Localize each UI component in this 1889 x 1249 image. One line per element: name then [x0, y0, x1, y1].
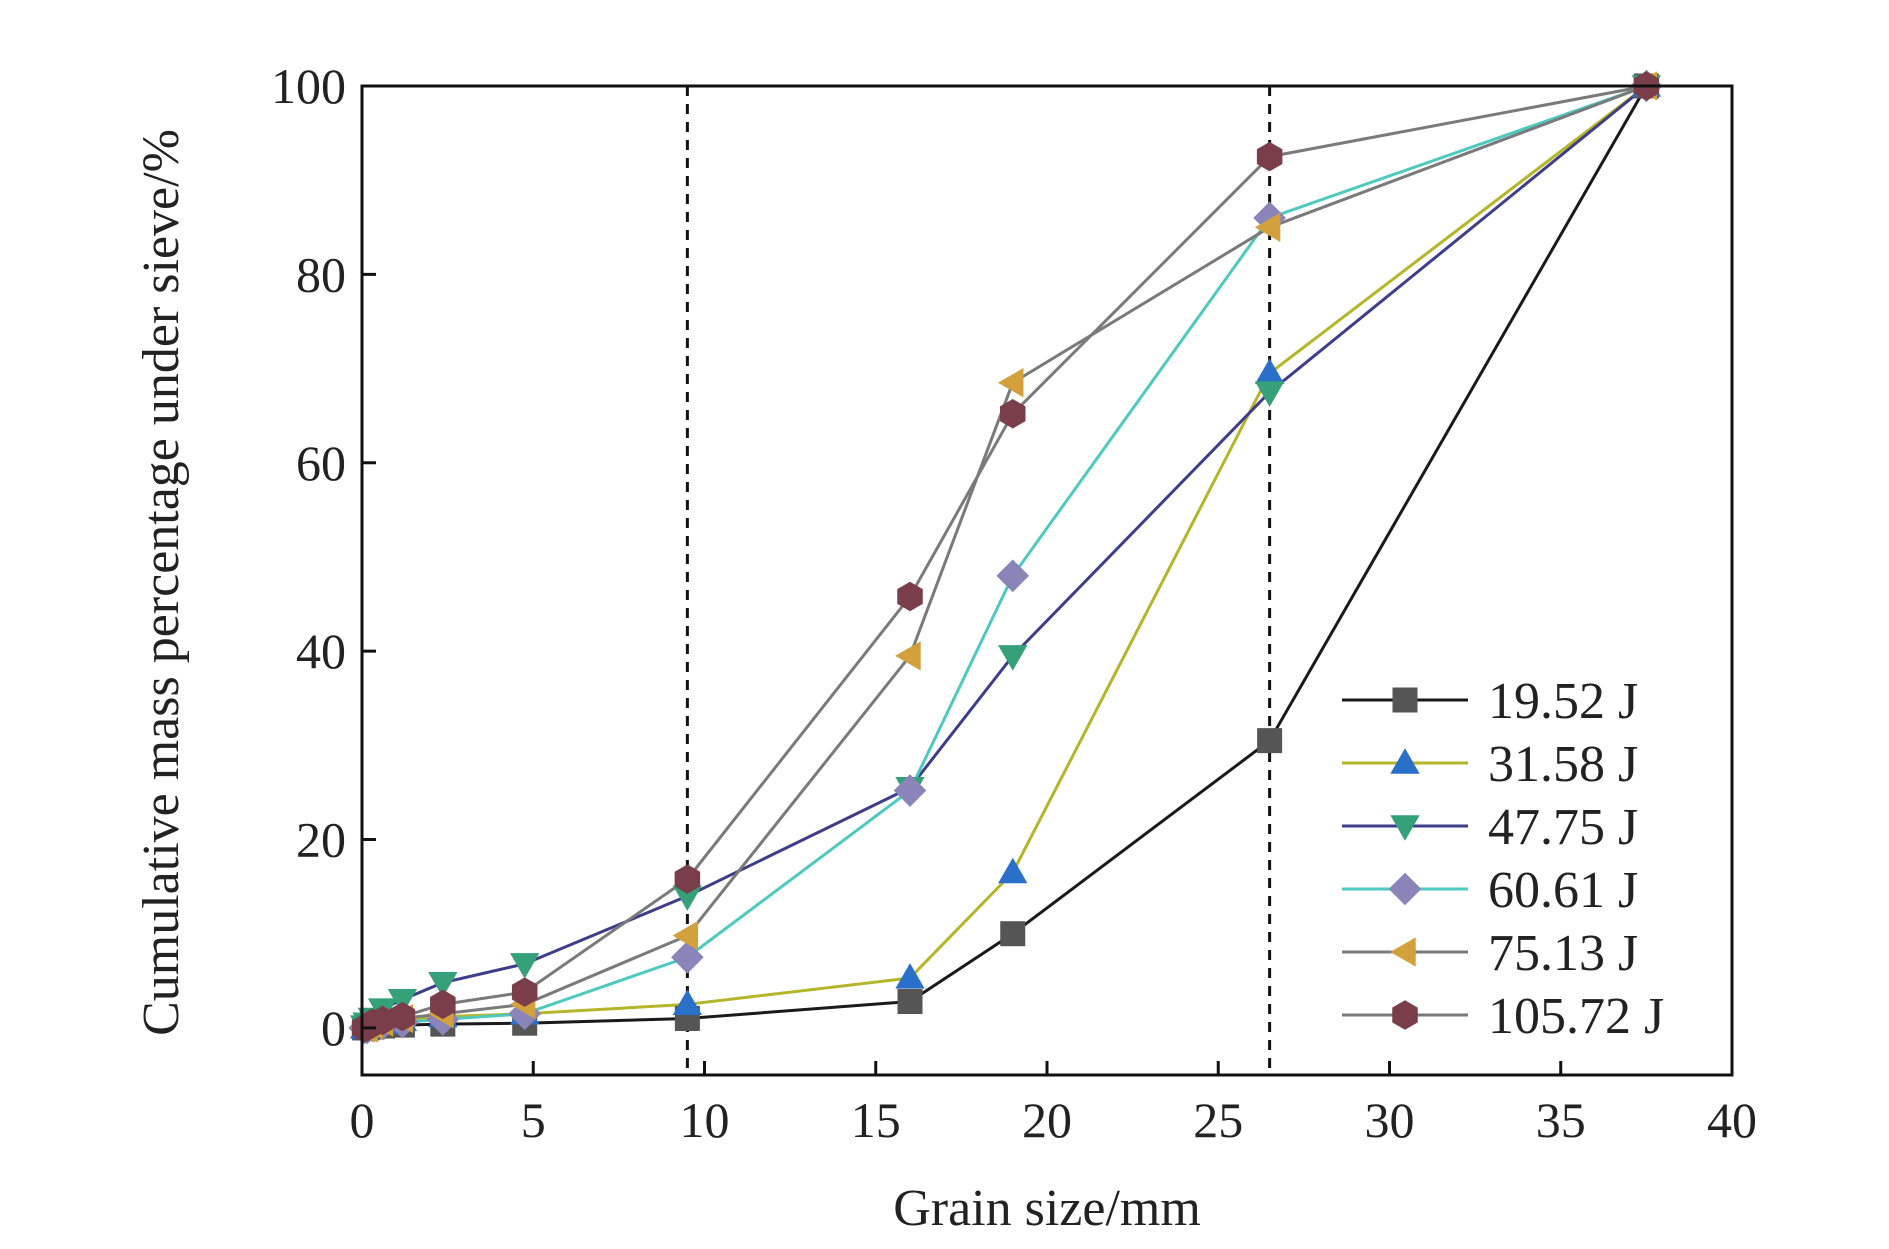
legend: 19.52 J 31.58 J 47.75 J 60.61 J 75.13 J 105.7…	[1342, 673, 1664, 1045]
x-tick-label: 30	[1365, 1092, 1415, 1148]
x-tick-label: 15	[851, 1092, 901, 1148]
data-point	[511, 977, 538, 1007]
legend-marker	[1390, 748, 1420, 774]
legend-label: 47.75 J	[1488, 799, 1638, 856]
data-point	[998, 645, 1028, 671]
series-markers	[348, 69, 1663, 1045]
data-point	[1257, 728, 1283, 754]
data-point	[897, 989, 923, 1015]
y-axis-title: Cumulative mass percentage under sieve/%	[133, 129, 190, 1036]
y-axis-ticks: 0 20 40 60 80 100	[271, 58, 376, 1056]
data-point	[1254, 381, 1285, 407]
legend-marker	[1392, 1000, 1418, 1030]
x-tick-label: 5	[521, 1092, 546, 1148]
reference-lines	[685, 86, 1272, 1075]
series-line-2	[364, 84, 1648, 1030]
x-tick-label: 40	[1707, 1092, 1757, 1148]
x-axis-title: Grain size/mm	[893, 1180, 1201, 1237]
series-lines	[363, 84, 1648, 1030]
legend-marker	[1388, 872, 1422, 906]
y-tick-label: 80	[296, 246, 346, 302]
legend-label: 60.61 J	[1488, 862, 1638, 919]
data-point	[1256, 141, 1283, 172]
series-line-5	[364, 84, 1647, 1030]
data-point	[1254, 358, 1285, 384]
data-point	[895, 641, 921, 671]
series-line-4	[364, 84, 1647, 1030]
legend-label: 31.58 J	[1488, 736, 1638, 793]
data-point	[672, 989, 703, 1016]
y-tick-label: 20	[296, 812, 346, 868]
data-point	[897, 581, 923, 612]
data-point	[428, 971, 458, 998]
data-point	[674, 864, 701, 894]
y-tick-label: 0	[321, 1000, 346, 1056]
x-tick-label: 20	[1022, 1092, 1072, 1148]
data-point	[387, 988, 418, 1015]
y-tick-label: 60	[296, 435, 346, 491]
x-axis-ticks: 0 5 10 15 20 25 30 35 40	[350, 1061, 1757, 1148]
legend-label: 105.72 J	[1488, 988, 1664, 1045]
data-point	[999, 399, 1026, 429]
x-tick-label: 10	[680, 1092, 730, 1148]
y-tick-label: 100	[271, 58, 346, 114]
legend-marker	[1390, 815, 1420, 841]
data-point	[430, 989, 456, 1020]
x-tick-label: 25	[1193, 1092, 1243, 1148]
series-line-3	[363, 84, 1648, 1028]
data-point	[1254, 212, 1281, 242]
data-point	[996, 559, 1030, 593]
data-point	[510, 953, 540, 979]
legend-marker	[1390, 937, 1416, 967]
data-point	[1000, 921, 1026, 947]
data-point	[389, 1001, 416, 1032]
data-point	[893, 774, 927, 807]
data-point	[671, 940, 704, 974]
x-tick-label: 0	[350, 1092, 375, 1148]
series-line-6	[364, 84, 1647, 1030]
series-line-1	[364, 85, 1648, 1030]
data-point	[998, 857, 1028, 884]
data-point	[997, 368, 1024, 398]
data-point	[672, 920, 699, 951]
legend-label: 75.13 J	[1488, 925, 1638, 982]
y-tick-label: 40	[296, 623, 346, 679]
legend-marker	[1392, 687, 1418, 713]
x-tick-label: 35	[1536, 1092, 1586, 1148]
legend-label: 19.52 J	[1488, 673, 1638, 730]
data-point	[895, 963, 925, 989]
